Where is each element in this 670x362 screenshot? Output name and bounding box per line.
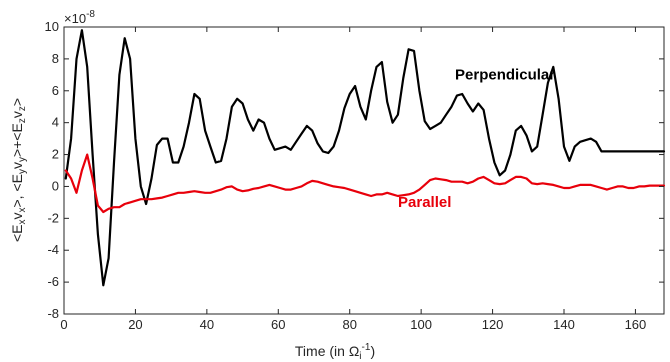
annotation-parallel: Parallel [398,194,451,211]
y-axis-ticks: -8 -6 -4 -2 0 2 4 6 8 10 [45,19,664,321]
x-axis-ticks: 0 20 40 60 80 100 120 140 160 [60,27,646,332]
x-tick-label: 120 [482,317,504,332]
series-layer [64,29,666,287]
x-tick-label: 100 [410,317,432,332]
plot-area [63,26,665,315]
x-tick-label: 80 [342,317,356,332]
y-axis-label: <Exvx>, <Eyvy>+<Ezvz> [9,98,28,242]
x-axis-label: Time (in Ωi-1) [295,342,375,362]
series-line-perpendicular [64,29,666,287]
annotation-perpendicular: Perpendicular [455,67,555,84]
y-tick-label: -2 [47,210,59,225]
x-tick-label: 0 [60,317,67,332]
y-tick-label: 6 [52,83,59,98]
y-tick-label: -4 [47,242,59,257]
x-tick-label: 20 [128,317,142,332]
y-tick-label: 0 [52,178,59,193]
plot-frame [63,26,665,315]
y-tick-label: 10 [45,19,59,34]
y-tick-label: -6 [47,274,59,289]
y-tick-label: -8 [47,306,59,321]
y-tick-label: 4 [52,115,59,130]
series-line-parallel [64,153,666,214]
x-tick-label: 140 [553,317,575,332]
y-tick-label: 2 [52,147,59,162]
x-tick-label: 40 [200,317,214,332]
x-tick-label: 60 [271,317,285,332]
y-multiplier: ×10-8 [64,9,95,26]
y-tick-label: 8 [52,51,59,66]
x-tick-label: 160 [625,317,647,332]
series-annotations: Perpendicular Parallel [398,67,555,212]
